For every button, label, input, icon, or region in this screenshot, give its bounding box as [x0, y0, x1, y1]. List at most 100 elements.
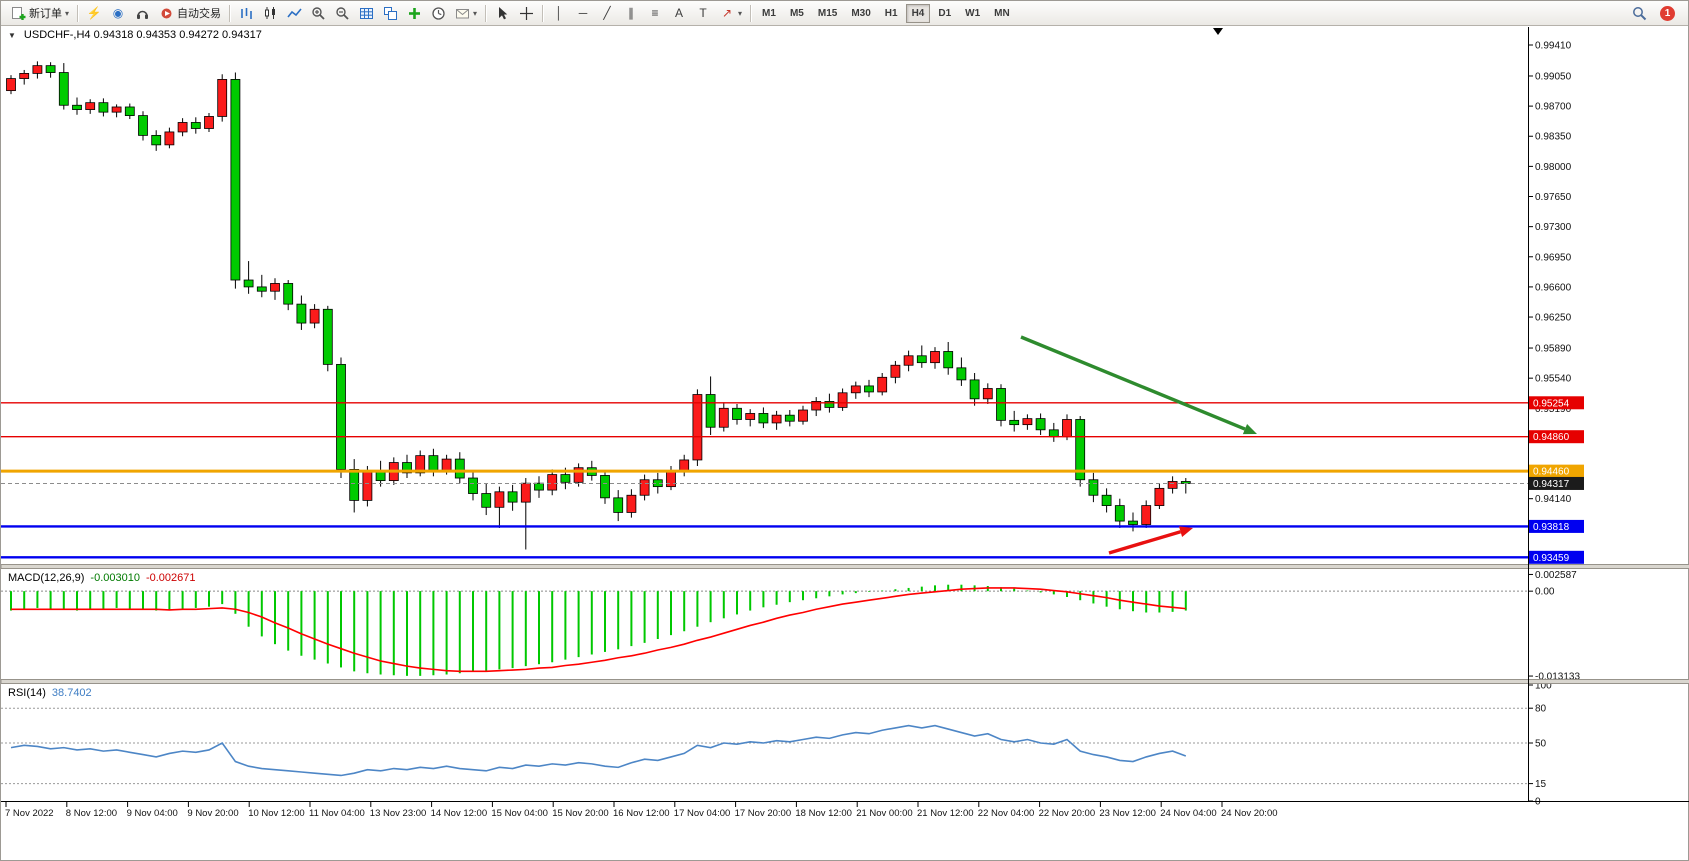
- svg-text:0.94140: 0.94140: [1535, 494, 1572, 505]
- crosshair-tool-button[interactable]: [514, 3, 538, 24]
- price-tag-0.94317[interactable]: 0.94317: [1529, 476, 1584, 490]
- macd-signal-line: [11, 587, 1186, 673]
- rsi-axis-label: 100: [1535, 681, 1552, 692]
- deposit-button[interactable]: ⚡: [82, 3, 106, 24]
- community-button[interactable]: ◉: [106, 3, 130, 24]
- price-tag-0.94460[interactable]: 0.94460: [1529, 464, 1584, 478]
- fibonacci-icon: ≡: [651, 6, 659, 20]
- svg-text:0.94860: 0.94860: [1533, 432, 1570, 443]
- label-tool-button[interactable]: T: [691, 3, 715, 24]
- svg-text:0.96950: 0.96950: [1535, 252, 1572, 263]
- panel-divider[interactable]: [1, 679, 1689, 684]
- time-label: 23 Nov 12:00: [1099, 808, 1156, 819]
- signal-arrow-up[interactable]: [1108, 530, 1182, 555]
- symbol-dropdown-icon[interactable]: ▼: [8, 31, 16, 40]
- price-tag-0.95254[interactable]: 0.95254: [1529, 396, 1584, 410]
- svg-text:0.95190: 0.95190: [1535, 404, 1572, 415]
- headset-icon: [134, 5, 150, 21]
- time-label: 22 Nov 04:00: [978, 808, 1035, 819]
- svg-text:0.96250: 0.96250: [1535, 313, 1572, 324]
- text-tool-button[interactable]: A: [667, 3, 691, 24]
- timeframe-w1-button[interactable]: W1: [959, 4, 986, 23]
- rsi-line: [10, 724, 1187, 777]
- trend-arrow-down[interactable]: [1020, 335, 1246, 431]
- cursor-icon: [494, 5, 510, 21]
- rsi-axis-label: 80: [1535, 704, 1547, 715]
- autotrading-icon: [158, 5, 174, 21]
- macd-signal-value: -0.002671: [145, 572, 196, 584]
- candlestick-chart-button[interactable]: [258, 3, 282, 24]
- time-label: 24 Nov 04:00: [1160, 808, 1217, 819]
- bar-chart-button[interactable]: [234, 3, 258, 24]
- toolbar-separator: [77, 4, 79, 22]
- timeframe-h1-button[interactable]: H1: [879, 4, 904, 23]
- timeframe-h4-button[interactable]: H4: [905, 3, 931, 23]
- fibonacci-tool-button[interactable]: ≡: [643, 3, 667, 24]
- panel-divider[interactable]: [1, 564, 1689, 569]
- svg-text:0.98000: 0.98000: [1535, 162, 1572, 173]
- svg-text:0.97300: 0.97300: [1535, 222, 1572, 233]
- grid-icon: [358, 5, 374, 21]
- tile-windows-button[interactable]: [378, 3, 402, 24]
- time-label: 10 Nov 12:00: [248, 808, 305, 819]
- svg-text:0.98350: 0.98350: [1535, 132, 1572, 143]
- notification-badge[interactable]: 1: [1660, 5, 1675, 21]
- toolbar-right-group: 1: [1627, 3, 1683, 24]
- line-chart-button[interactable]: [282, 3, 306, 24]
- macd-name: MACD(12,26,9): [8, 572, 85, 584]
- zoom-out-icon: [334, 5, 350, 21]
- timeframe-m15-button[interactable]: M15: [812, 4, 843, 23]
- channel-tool-button[interactable]: ∥: [619, 3, 643, 24]
- bar-chart-icon: [238, 5, 254, 21]
- lightning-icon: ⚡: [86, 6, 102, 20]
- label-tool-icon: T: [699, 6, 707, 20]
- community-icon: ◉: [112, 6, 124, 20]
- new-order-button[interactable]: 新订单 ▾: [6, 3, 73, 24]
- timeframe-m5-button[interactable]: M5: [784, 4, 810, 23]
- autotrading-label: 自动交易: [177, 8, 222, 20]
- trendline-icon: ╱: [603, 6, 611, 20]
- horizontal-line-tool-button[interactable]: ─: [571, 3, 595, 24]
- arrows-tool-button[interactable]: ↗ ▾: [715, 3, 746, 24]
- candlestick-chart-icon: [262, 5, 278, 21]
- svg-text:0.99410: 0.99410: [1535, 40, 1572, 51]
- indicators-button[interactable]: [402, 3, 426, 24]
- timeframe-m30-button[interactable]: M30: [845, 4, 876, 23]
- timeframe-m1-button[interactable]: M1: [756, 4, 782, 23]
- price-tag-0.94860[interactable]: 0.94860: [1529, 430, 1584, 444]
- macd-label: MACD(12,26,9) -0.003010 -0.002671: [8, 572, 196, 584]
- timeframe-mn-button[interactable]: MN: [988, 4, 1016, 23]
- rsi-name: RSI(14): [8, 687, 46, 699]
- price-tag-0.93818[interactable]: 0.93818: [1529, 519, 1584, 533]
- timeframe-group: M1 M5 M15 M30 H1 H4 D1 W1 MN: [755, 3, 1017, 23]
- arrow-shapes-icon: ↗: [722, 6, 733, 20]
- support-button[interactable]: [130, 3, 154, 24]
- svg-text:0.93818: 0.93818: [1533, 522, 1570, 533]
- price-tag-0.93459[interactable]: 0.93459: [1529, 550, 1584, 564]
- zoom-out-button[interactable]: [330, 3, 354, 24]
- timeframe-d1-button[interactable]: D1: [932, 4, 957, 23]
- svg-text:0.95254: 0.95254: [1533, 398, 1570, 409]
- caret-down-icon: ▾: [738, 8, 743, 18]
- toolbar-separator: [542, 4, 544, 22]
- templates-button[interactable]: ▾: [450, 3, 481, 24]
- time-label: 22 Nov 20:00: [1039, 808, 1096, 819]
- trendline-tool-button[interactable]: ╱: [595, 3, 619, 24]
- cursor-tool-button[interactable]: [490, 3, 514, 24]
- periods-button[interactable]: [426, 3, 450, 24]
- vertical-line-tool-button[interactable]: │: [547, 3, 571, 24]
- grid-button[interactable]: [354, 3, 378, 24]
- signal-arrow-up-head: [1178, 526, 1193, 537]
- svg-text:0.97650: 0.97650: [1535, 192, 1572, 203]
- time-label: 21 Nov 12:00: [917, 808, 974, 819]
- bar-shift-marker[interactable]: [1213, 28, 1223, 35]
- zoom-in-button[interactable]: [306, 3, 330, 24]
- caret-down-icon: ▾: [65, 8, 70, 18]
- search-button[interactable]: [1627, 3, 1651, 24]
- rsi-axis-label: 15: [1535, 779, 1547, 790]
- toolbar: 新订单 ▾ ⚡ ◉ 自动交易: [1, 1, 1688, 26]
- time-label: 17 Nov 04:00: [674, 808, 731, 819]
- autotrading-button[interactable]: 自动交易: [154, 3, 225, 24]
